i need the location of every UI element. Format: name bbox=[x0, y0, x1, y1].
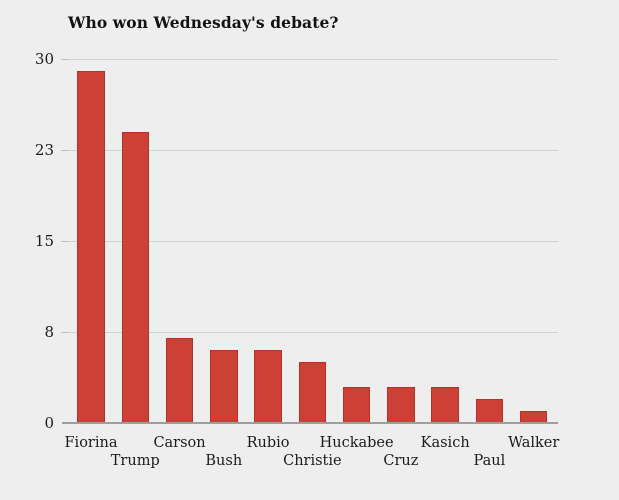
bar-cruz bbox=[387, 386, 415, 423]
x-label-fiorina: Fiorina bbox=[64, 435, 118, 451]
chart-title: Who won Wednesday's debate? bbox=[68, 13, 339, 32]
bar-trump bbox=[121, 131, 150, 423]
gridline bbox=[68, 59, 558, 60]
y-tick-label: 30 bbox=[34, 50, 54, 68]
bar-paul bbox=[475, 398, 504, 423]
y-tick-mark bbox=[61, 241, 68, 242]
x-label-christie: Christie bbox=[283, 453, 342, 469]
x-label-kasich: Kasich bbox=[420, 435, 470, 451]
gridline bbox=[68, 332, 558, 333]
x-axis-line bbox=[62, 422, 558, 424]
x-label-paul: Paul bbox=[473, 453, 506, 469]
x-label-rubio: Rubio bbox=[246, 435, 290, 451]
x-label-trump: Trump bbox=[110, 453, 160, 469]
bar-kasich bbox=[431, 386, 459, 423]
bar-christie bbox=[298, 362, 327, 423]
bar-rubio bbox=[254, 350, 282, 423]
y-tick-label: 0 bbox=[44, 414, 54, 432]
gridline bbox=[68, 150, 558, 151]
x-label-carson: Carson bbox=[153, 435, 206, 451]
bar-carson bbox=[165, 338, 194, 423]
x-label-huckabee: Huckabee bbox=[319, 435, 394, 451]
bar-huckabee bbox=[342, 386, 371, 423]
x-label-cruz: Cruz bbox=[383, 453, 419, 469]
bar-fiorina bbox=[77, 71, 105, 423]
y-tick-mark bbox=[61, 150, 68, 151]
x-label-walker: Walker bbox=[508, 435, 560, 451]
bar-bush bbox=[210, 350, 238, 423]
y-tick-label: 15 bbox=[34, 232, 54, 250]
gridline bbox=[68, 241, 558, 242]
y-tick-label: 23 bbox=[34, 141, 54, 159]
x-label-bush: Bush bbox=[205, 453, 243, 469]
y-tick-mark bbox=[61, 59, 68, 60]
y-tick-label: 8 bbox=[44, 323, 54, 341]
y-tick-mark bbox=[61, 332, 68, 333]
